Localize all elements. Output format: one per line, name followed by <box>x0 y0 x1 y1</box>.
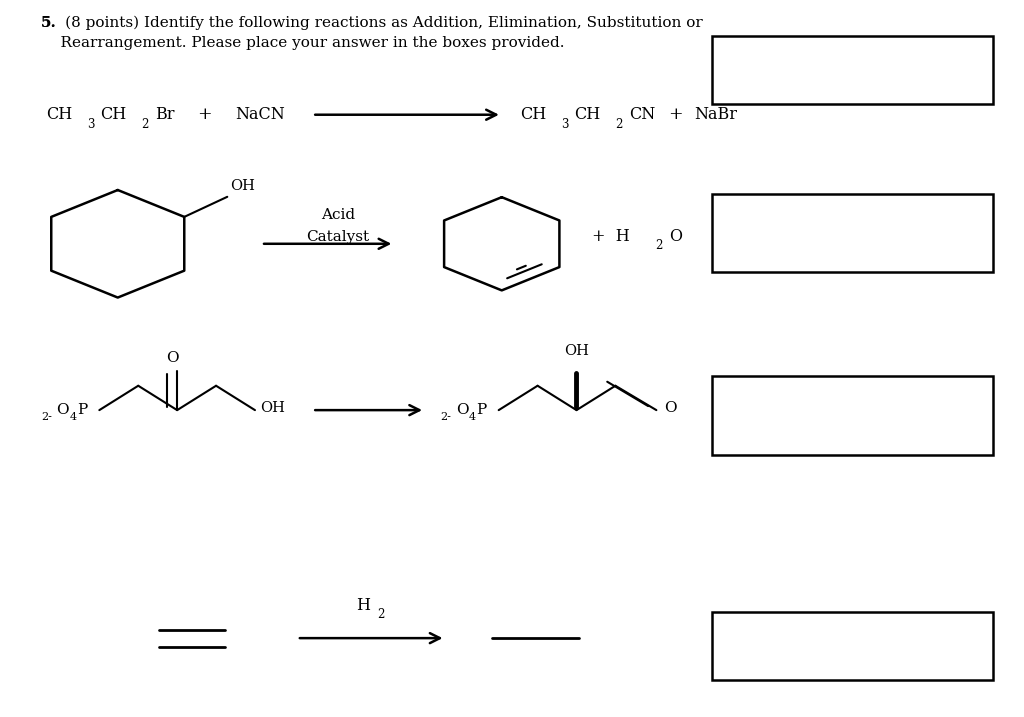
Text: NaBr: NaBr <box>694 106 737 123</box>
Text: 4: 4 <box>469 412 476 422</box>
Bar <box>712 36 993 104</box>
Text: 2: 2 <box>615 118 623 130</box>
Text: 2-: 2- <box>41 412 52 422</box>
Text: 4: 4 <box>70 412 77 422</box>
Text: O: O <box>665 401 677 415</box>
Text: Br: Br <box>155 106 174 123</box>
Text: O: O <box>56 403 69 417</box>
Text: CH: CH <box>100 106 127 123</box>
Text: CH: CH <box>46 106 73 123</box>
Text: CN: CN <box>629 106 655 123</box>
Text: P: P <box>476 403 486 417</box>
Bar <box>712 376 993 455</box>
Text: OH: OH <box>230 179 255 193</box>
Text: 2: 2 <box>377 608 384 621</box>
Text: Acid: Acid <box>321 208 355 222</box>
Text: O: O <box>456 403 468 417</box>
Text: OH: OH <box>564 343 589 358</box>
Text: H: H <box>356 597 371 614</box>
Bar <box>712 194 993 272</box>
Text: O: O <box>669 228 682 245</box>
Text: O: O <box>166 351 178 365</box>
Text: NaCN: NaCN <box>236 106 286 123</box>
Text: P: P <box>77 403 87 417</box>
Text: 2-: 2- <box>440 412 452 422</box>
Text: +  H: + H <box>592 228 630 245</box>
Text: +: + <box>198 106 212 123</box>
Text: OH: OH <box>260 401 285 415</box>
Text: 3: 3 <box>87 118 94 130</box>
Text: 2: 2 <box>655 239 663 252</box>
Text: Rearrangement. Please place your answer in the boxes provided.: Rearrangement. Please place your answer … <box>41 36 564 50</box>
Text: CH: CH <box>574 106 601 123</box>
Text: 5.: 5. <box>41 16 57 30</box>
Text: +: + <box>669 106 683 123</box>
Text: 2: 2 <box>141 118 148 130</box>
Text: CH: CH <box>520 106 547 123</box>
Text: 3: 3 <box>561 118 568 130</box>
Text: 5.  (8 points) Identify the following reactions as Addition, Elimination, Substi: 5. (8 points) Identify the following rea… <box>41 16 702 30</box>
Text: Catalyst: Catalyst <box>306 229 370 244</box>
Bar <box>712 612 993 680</box>
